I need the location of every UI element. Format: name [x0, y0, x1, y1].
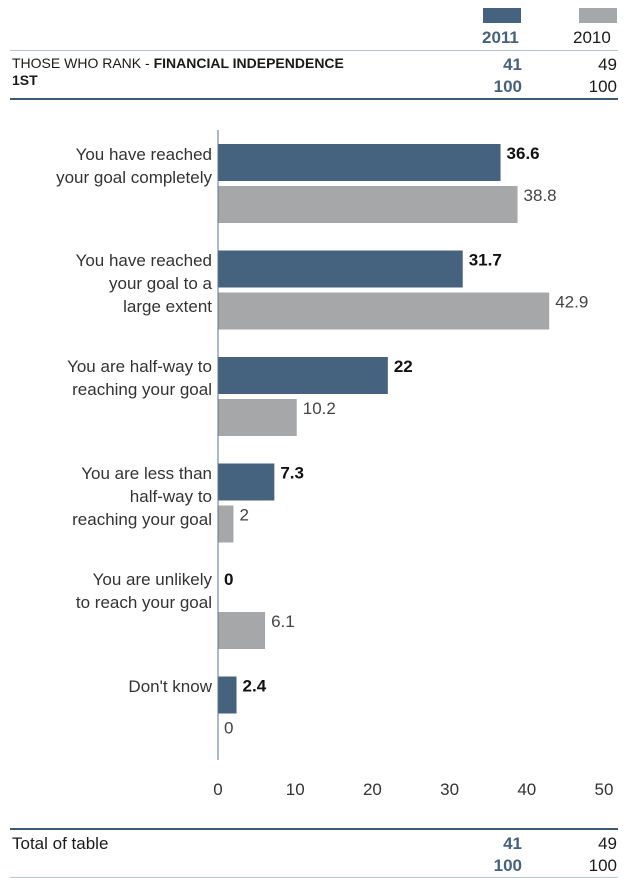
- x-tick-label-50: 50: [595, 780, 614, 799]
- x-tick-label-30: 30: [440, 780, 459, 799]
- bar-2011-3: [218, 463, 275, 501]
- legend-year-2010: 2010: [573, 28, 611, 47]
- x-tick-label-20: 20: [363, 780, 382, 799]
- data-label-2010-2: 10.2: [303, 399, 336, 418]
- category-label-1-line-0: You have reached: [75, 251, 212, 270]
- legend-swatch-2011: [483, 8, 521, 23]
- footer-top-rule: [10, 828, 618, 830]
- footer-label: Total of table: [12, 834, 109, 853]
- data-label-2011-0: 36.6: [507, 144, 540, 163]
- category-label-5: Don't know: [0, 675, 212, 698]
- category-label-2-line-1: reaching your goal: [72, 380, 212, 399]
- category-label-4: You are unlikely to reach your goal: [0, 568, 212, 614]
- header-2010-count: 49: [598, 55, 617, 74]
- bar-2010-3: [218, 505, 234, 543]
- bar-2011-5: [218, 676, 237, 714]
- data-label-2010-5: 0: [224, 719, 233, 738]
- header-2011-total: 100: [493, 77, 522, 96]
- x-tick-label-0: 0: [213, 780, 222, 799]
- category-label-4-line-1: to reach your goal: [75, 593, 212, 612]
- category-label-2-line-0: You are half-way to: [67, 357, 212, 376]
- category-label-3-line-1: half-way to: [129, 487, 212, 506]
- footer-2010-total: 100: [588, 856, 617, 875]
- category-label-5-line-0: Don't know: [128, 677, 212, 696]
- header-row-label-prefix: THOSE WHO RANK -: [12, 55, 154, 71]
- header-row-label-bold: FINANCIAL INDEPENDENCE: [153, 55, 344, 71]
- category-label-3: You are less than half-way to reaching y…: [0, 462, 212, 531]
- category-label-1-line-1: your goal to a: [108, 274, 212, 293]
- header-2011-count: 41: [503, 55, 522, 74]
- category-label-0: You have reached your goal completely: [0, 143, 212, 189]
- category-label-1: You have reached your goal to a large ex…: [0, 249, 212, 318]
- data-label-2010-3: 2: [239, 506, 248, 525]
- category-label-2: You are half-way to reaching your goal: [0, 355, 212, 401]
- header-row-label-line2: 1ST: [12, 72, 38, 88]
- legend-swatch-2010: [579, 8, 617, 23]
- bar-2010-1: [218, 292, 550, 330]
- data-label-2011-2: 22: [394, 357, 413, 376]
- header-row-label: THOSE WHO RANK - FINANCIAL INDEPENDENCE …: [12, 55, 432, 89]
- x-tick-label-40: 40: [517, 780, 536, 799]
- bar-2011-1: [218, 250, 463, 288]
- footer-2010-count: 49: [598, 834, 617, 853]
- bar-2010-2: [218, 399, 297, 436]
- data-label-2010-1: 42.9: [555, 293, 588, 312]
- category-label-3-line-2: reaching your goal: [72, 510, 212, 529]
- header-top-rule: [10, 50, 618, 51]
- data-label-2011-4: 0: [224, 570, 233, 589]
- data-label-2011-3: 7.3: [280, 464, 304, 483]
- data-label-2011-1: 31.7: [469, 251, 502, 270]
- header-2010-total: 100: [588, 77, 617, 96]
- legend-year-2011: 2011: [482, 28, 519, 47]
- x-tick-label-10: 10: [286, 780, 305, 799]
- header-bottom-rule: [10, 98, 618, 100]
- data-label-2011-5: 2.4: [243, 677, 267, 696]
- category-label-0-line-1: your goal completely: [56, 168, 212, 187]
- category-label-0-line-0: You have reached: [75, 145, 212, 164]
- footer-2011-count: 41: [503, 834, 522, 853]
- category-label-3-line-0: You are less than: [81, 464, 212, 483]
- bar-2011-2: [218, 357, 388, 394]
- category-label-1-line-2: large extent: [123, 297, 212, 316]
- footer-2011-total: 100: [493, 856, 522, 875]
- category-label-4-line-0: You are unlikely: [92, 570, 212, 589]
- bar-2010-0: [218, 186, 518, 223]
- data-label-2010-0: 38.8: [524, 186, 557, 205]
- bar-2011-0: [218, 144, 501, 181]
- bar-2010-4: [218, 612, 266, 649]
- data-label-2010-4: 6.1: [271, 612, 295, 631]
